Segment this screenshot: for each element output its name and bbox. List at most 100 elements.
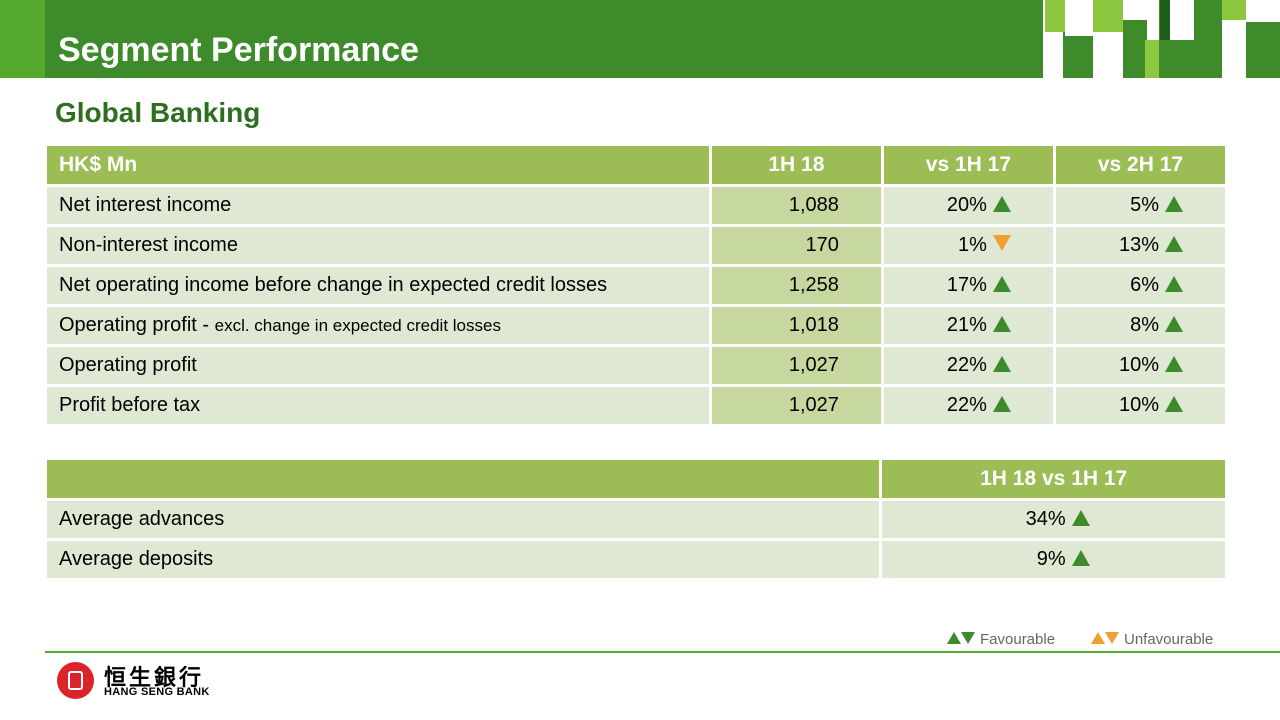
page-title: Segment Performance [58,31,419,69]
table-header-row: HK$ Mn 1H 18 vs 1H 17 vs 2H 17 [47,146,1225,184]
change-vs-1h17-value: 1% [958,234,987,256]
decorative-square [1145,40,1159,78]
change-vs-2h17: 10% [1055,347,1225,384]
change-vs-1h17-value: 20% [946,194,987,216]
value-1h18: 1,027 [711,387,881,424]
change-vs-1h17: 22% [883,347,1053,384]
decorative-square [1170,0,1194,40]
change-value: 9% [1036,548,1066,570]
row-label: Operating profit - excl. change in expec… [47,307,709,344]
value-1h18: 1,027 [711,347,881,384]
arrow-up-icon [1165,316,1183,332]
row-label: Operating profit [47,347,709,384]
decorative-square [1246,0,1280,22]
table-row: Non-interest income 170 1% 13% [47,227,1225,264]
change-vs-1h17-value: 22% [946,354,987,376]
row-label: Net interest income [47,187,709,224]
row-label-text: Profit before tax [59,394,201,416]
value-1h18: 1,258 [711,267,881,304]
change-value: 34% [1025,508,1066,530]
value-1h18: 1,088 [711,187,881,224]
column-header: 1H 18 vs 1H 17 [882,460,1225,498]
decorative-square [1045,0,1065,32]
column-header: vs 2H 17 [1055,146,1225,184]
value-1h18: 170 [711,227,881,264]
arrow-up-icon [1071,510,1090,526]
change-vs-1h17: 1% [883,227,1053,264]
column-header: 1H 18 [711,146,881,184]
change-vs-1h17-value: 21% [946,314,987,336]
row-label: Average deposits [47,541,880,578]
change-vs-1h17: 20% [883,187,1053,224]
section-title: Global Banking [55,97,261,128]
arrow-up-icon [1165,276,1183,292]
header-accent-strip [0,0,45,78]
row-label-text: Net interest income [59,194,232,216]
change-vs-2h17: 6% [1055,267,1225,304]
row-label: Non-interest income [47,227,709,264]
arrow-up-icon [992,276,1011,292]
arrow-up-icon [1071,550,1090,566]
arrow-down-icon [992,235,1011,251]
decorative-square [1123,0,1147,20]
decorative-square [1093,32,1123,78]
arrow-up-icon [992,396,1011,412]
change-1h18-vs-1h17: 34% [882,501,1225,538]
table-row: Profit before tax 1,027 22% 10% [47,387,1225,424]
change-vs-2h17-value: 13% [1118,234,1159,256]
row-label: Profit before tax [47,387,709,424]
table-row: Operating profit - excl. change in expec… [47,307,1225,344]
logo-english-name: HANG SENG BANK [104,686,210,698]
row-label-text: Operating profit [59,354,197,376]
row-label: Net operating income before change in ex… [47,267,709,304]
legend-favourable: Favourable [947,631,1055,648]
column-header: vs 1H 17 [883,146,1053,184]
arrow-up-icon [992,196,1011,212]
row-label-text: Net operating income before change in ex… [59,274,608,296]
decorative-square [1222,0,1246,20]
change-1h18-vs-1h17: 9% [882,541,1225,578]
table-header-row: 1H 18 vs 1H 17 [47,460,1225,498]
table-row: Average advances 34% [47,501,1225,538]
logo-chinese-name: 恒生銀行 [104,666,205,691]
change-vs-2h17: 13% [1055,227,1225,264]
arrow-up-icon [992,356,1011,372]
change-vs-1h17: 22% [883,387,1053,424]
change-vs-2h17: 5% [1055,187,1225,224]
arrow-up-icon [1165,236,1183,252]
decorative-square [1065,0,1093,36]
decorative-square [1160,0,1170,40]
legend-unfavourable-label: Unfavourable [1124,631,1214,648]
logo-emblem-icon [68,671,83,690]
decorative-square [1147,0,1159,40]
table-row: Operating profit 1,027 22% 10% [47,347,1225,384]
row-label-text: Non-interest income [59,234,238,256]
change-vs-2h17-value: 10% [1118,394,1159,416]
change-vs-1h17-value: 17% [946,274,987,296]
legend-unfavourable: Unfavourable [1091,631,1213,648]
unfavourable-down-icon [1105,632,1119,644]
decorative-square [1093,0,1123,32]
unfavourable-up-icon [1091,632,1105,644]
hang-seng-logo-icon [57,662,94,699]
footer-divider [45,651,1280,653]
change-vs-2h17-value: 5% [1130,194,1159,216]
arrow-up-icon [1165,196,1183,212]
arrow-up-icon [992,316,1011,332]
legend-favourable-label: Favourable [980,631,1056,648]
arrow-up-icon [1165,356,1183,372]
row-label: Average advances [47,501,880,538]
arrow-up-icon [1165,396,1183,412]
row-label-note: excl. change in expected credit losses [214,316,501,335]
value-1h18: 1,018 [711,307,881,344]
change-vs-2h17-value: 10% [1118,354,1159,376]
segment-performance-table: HK$ Mn 1H 18 vs 1H 17 vs 2H 17 Net inter… [44,143,1228,427]
column-header: HK$ Mn [47,146,709,184]
column-header [47,460,880,498]
change-vs-2h17: 8% [1055,307,1225,344]
change-vs-2h17: 10% [1055,387,1225,424]
favourable-up-icon [947,632,961,644]
row-label-text: Operating profit - [59,314,215,336]
decorative-square [1222,20,1246,78]
table-row: Average deposits 9% [47,541,1225,578]
